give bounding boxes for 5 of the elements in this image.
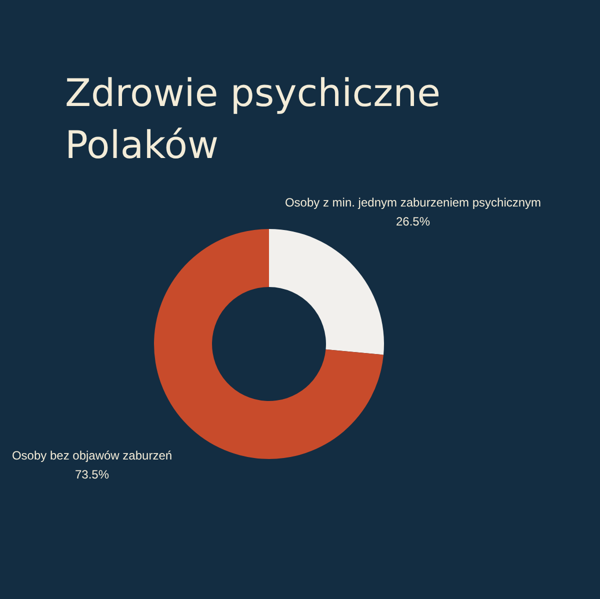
chart-title: Zdrowie psychiczne Polaków — [65, 71, 453, 167]
slice-label: Osoby bez objawów zaburzeń — [12, 448, 172, 462]
slice-label: Osoby z min. jednym zaburzeniem psychicznym — [284, 196, 542, 210]
data-label: 73.5% — [74, 468, 110, 482]
data-label: 26.5% — [396, 214, 430, 228]
